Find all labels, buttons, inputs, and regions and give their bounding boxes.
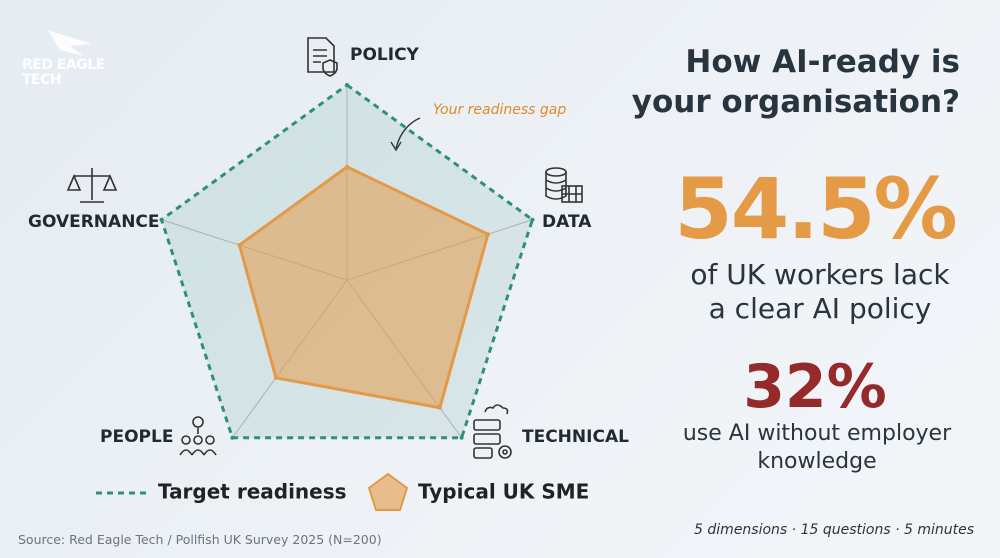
radar-vertex <box>345 83 349 87</box>
legend-label: Typical UK SME <box>418 480 589 504</box>
annotation-arrowhead <box>390 141 402 152</box>
logo: RED EAGLE TECH <box>22 57 105 88</box>
radar-vertex <box>345 164 349 169</box>
stat-figure: 32% <box>743 352 887 422</box>
governance-icon <box>66 168 118 203</box>
radar-vertex <box>437 405 442 410</box>
legend-swatch <box>367 472 409 511</box>
data-icon <box>545 167 583 203</box>
source: Source: Red Eagle Tech / Pollfish UK Sur… <box>18 532 382 547</box>
footnote: 5 dimensions · 15 questions · 5 minutes <box>694 522 974 538</box>
radar-vertex <box>485 232 490 237</box>
annotation: Your readiness gap <box>433 102 566 118</box>
stat-text: of UK workers lack a clear AI policy <box>690 258 950 325</box>
plot-area: POLICY DATA TECHNICAL PEOPLE GOVERNANCE <box>28 45 629 447</box>
radar-vertex <box>237 243 242 248</box>
axis-label: PEOPLE <box>100 427 173 447</box>
axis-label: TECHNICAL <box>522 427 629 447</box>
annotation-arrow <box>395 117 421 149</box>
radar-vertex <box>230 435 235 440</box>
radar-vertex <box>459 435 464 440</box>
radar-vertex <box>159 217 164 222</box>
logo-icon <box>48 30 92 56</box>
axis-label: POLICY <box>350 45 420 65</box>
technical-icon <box>473 404 512 459</box>
stat-figure: 54.5% <box>674 160 957 258</box>
headline: How AI-ready is your organisation? <box>631 44 960 120</box>
axis-label: GOVERNANCE <box>28 212 160 232</box>
radar-area <box>237 165 490 410</box>
legend-label: Target readiness <box>158 480 347 504</box>
policy-icon <box>307 37 338 77</box>
radar-vertex <box>530 217 535 222</box>
people-icon <box>179 416 217 456</box>
stat-text: use AI without employer knowledge <box>682 421 952 474</box>
radar-vertex <box>273 375 278 380</box>
axis-label: DATA <box>542 212 592 232</box>
